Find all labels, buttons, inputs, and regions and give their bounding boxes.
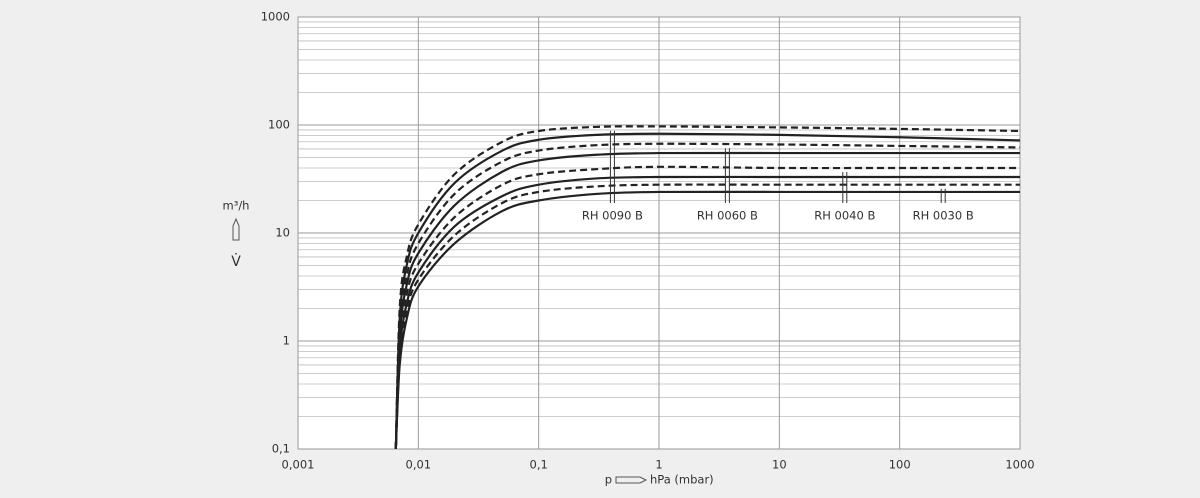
x-tick-label: 1000 bbox=[1005, 458, 1034, 472]
plot-border bbox=[297, 16, 1021, 450]
x-tick-label: 10 bbox=[772, 458, 787, 472]
y-axis-arrow bbox=[232, 217, 240, 241]
y-tick-label: 100 bbox=[268, 118, 290, 132]
annotation-label: RH 0060 B bbox=[697, 209, 758, 223]
y-tick-label: 10 bbox=[275, 226, 290, 240]
curve bbox=[394, 125, 1021, 450]
y-axis-unit: m³/h bbox=[223, 199, 250, 213]
x-tick-label: 100 bbox=[889, 458, 911, 472]
x-axis-symbol: p bbox=[605, 473, 612, 487]
x-axis-unit: hPa (mbar) bbox=[650, 473, 714, 487]
y-tick-label: 0,1 bbox=[272, 442, 290, 456]
curve bbox=[394, 183, 1020, 450]
annotation-label: RH 0040 B bbox=[814, 209, 875, 223]
y-tick-label: 1 bbox=[283, 334, 290, 348]
x-axis-arrow bbox=[615, 476, 648, 484]
curve bbox=[394, 175, 1020, 450]
curve bbox=[394, 151, 1020, 450]
x-tick-label: 0,1 bbox=[530, 458, 548, 472]
y-axis-symbol: V̇ bbox=[231, 253, 241, 270]
x-tick-label: 1 bbox=[655, 458, 662, 472]
x-tick-label: 0,001 bbox=[282, 458, 315, 472]
x-tick-label: 0,01 bbox=[406, 458, 432, 472]
annotation-label: RH 0090 B bbox=[582, 209, 643, 223]
curve bbox=[394, 132, 1021, 450]
curve bbox=[394, 190, 1020, 450]
curve bbox=[394, 165, 1020, 450]
annotation-label: RH 0030 B bbox=[913, 209, 974, 223]
y-tick-label: 1000 bbox=[261, 10, 290, 24]
